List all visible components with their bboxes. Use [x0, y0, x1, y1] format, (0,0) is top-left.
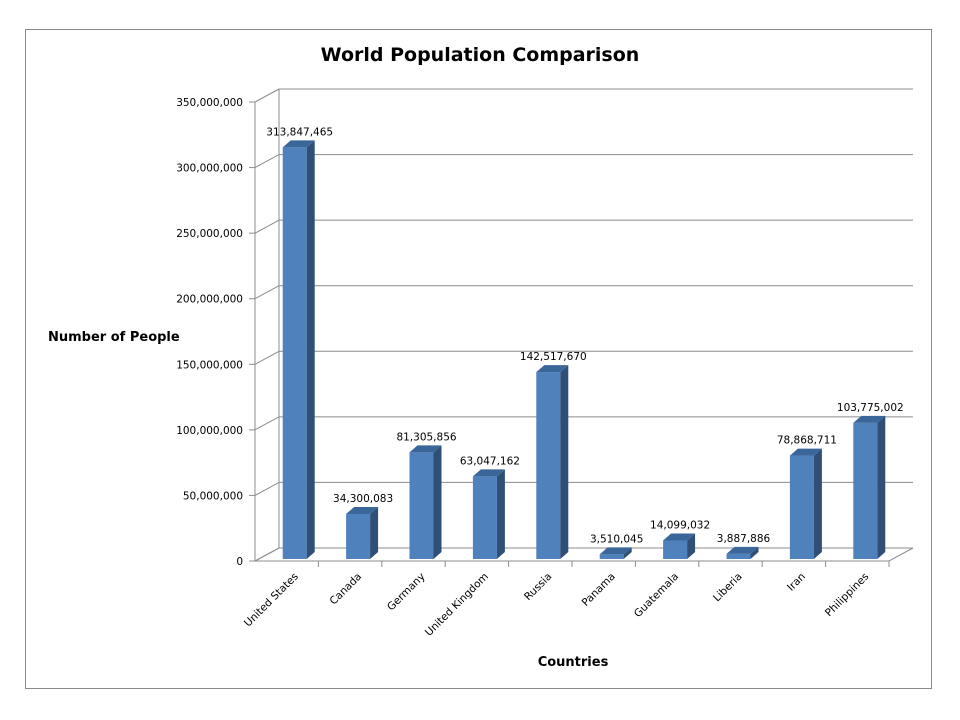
axis-layer [249, 89, 914, 567]
x-tick-label: Germany [385, 571, 428, 614]
gridline-depth [254, 219, 280, 234]
bar-top [726, 546, 759, 554]
x-tick-label: Liberia [711, 571, 745, 605]
gridline-depth [254, 350, 280, 365]
data-label: 142,517,670 [520, 351, 587, 363]
bar-top [853, 415, 886, 423]
bar-side [687, 533, 696, 559]
bar-front [536, 372, 561, 559]
bar-top [663, 533, 696, 541]
gridline-depth [254, 416, 280, 431]
bar-side [370, 507, 379, 559]
bar-front [599, 554, 624, 559]
x-tick-label: Guatemala [632, 571, 681, 620]
bar-side [813, 448, 822, 559]
chart-title: World Population Comparison [321, 44, 640, 66]
gridline-depth [254, 481, 280, 496]
bar-side [433, 445, 442, 559]
x-tick-label: United Kingdom [423, 571, 491, 639]
bar-side [750, 546, 759, 559]
bar-top [472, 469, 505, 477]
y-tick-label: 150,000,000 [176, 359, 243, 371]
y-tick-label: 50,000,000 [183, 490, 243, 502]
data-label: 313,847,465 [266, 126, 333, 138]
bar-front [346, 514, 371, 559]
bars-layer [282, 140, 886, 559]
x-axis-title: Countries [538, 655, 609, 670]
bar-front [282, 147, 307, 559]
bar-front [663, 540, 688, 559]
bar-front [472, 476, 497, 559]
bar-front [853, 422, 878, 559]
bar-side [877, 415, 886, 559]
bar-side [496, 469, 505, 559]
y-tick-label: 200,000,000 [176, 294, 243, 306]
y-tick-label: 350,000,000 [176, 97, 243, 109]
x-tick-label: Russia [522, 571, 554, 603]
bar-top [789, 448, 822, 456]
bar-top [409, 445, 442, 453]
y-tick-label: 0 [236, 556, 243, 568]
data-label: 78,868,711 [777, 435, 837, 447]
bar-top [346, 507, 379, 515]
bar-side [560, 365, 569, 559]
y-tick-label: 250,000,000 [176, 228, 243, 240]
gridline-depth [254, 88, 280, 103]
bar-front [409, 452, 434, 559]
x-tick-label: Canada [327, 571, 364, 608]
gridline-depth [254, 285, 280, 300]
bar-side [623, 547, 632, 559]
data-label: 81,305,856 [396, 431, 456, 443]
data-label: 14,099,032 [650, 520, 710, 532]
bar-front [726, 553, 751, 559]
x-tick-label: Panama [580, 571, 618, 609]
x-tick-label: Iran [785, 571, 808, 594]
gridline-depth [254, 154, 280, 169]
y-axis-title: Number of People [48, 330, 180, 345]
chart-frame [25, 29, 932, 689]
floor-plane [254, 547, 914, 562]
data-label: 3,887,886 [717, 533, 771, 545]
data-label: 3,510,045 [590, 533, 643, 545]
y-tick-label: 300,000,000 [176, 163, 243, 175]
bar-front [789, 455, 814, 559]
x-tick-label: United States [242, 571, 301, 630]
data-label: 103,775,002 [837, 402, 904, 414]
data-label: 63,047,162 [460, 455, 520, 467]
bar-top [282, 140, 315, 148]
data-label: 34,300,083 [333, 493, 393, 505]
bar-top [536, 365, 569, 373]
bar-side [306, 140, 315, 559]
bar-top [599, 547, 632, 555]
x-tick-label: Philippines [823, 571, 871, 619]
y-tick-label: 100,000,000 [176, 425, 243, 437]
